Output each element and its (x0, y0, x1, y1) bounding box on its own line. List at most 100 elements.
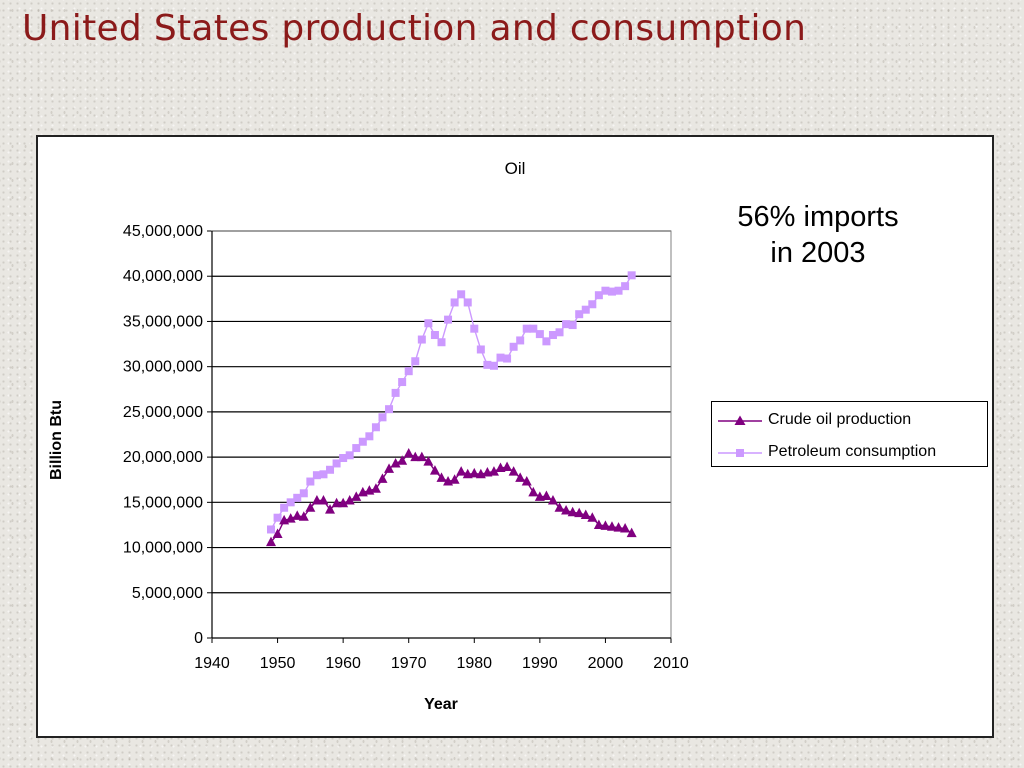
petroleum-consumption-point (496, 353, 505, 362)
petroleum-consumption-point (430, 331, 439, 340)
crude-production-point (423, 456, 434, 466)
crude-production-point (567, 506, 578, 517)
petroleum-consumption-point (627, 271, 636, 280)
crude-production-point (318, 495, 329, 505)
petroleum-consumption-point (614, 286, 623, 295)
crude-production-point (508, 466, 519, 476)
petroleum-consumption-point (404, 367, 413, 376)
x-tick-label: 1960 (325, 655, 361, 672)
x-tick-label: 1950 (260, 655, 296, 672)
crude-production-point (266, 536, 277, 547)
crude-production-point (515, 472, 526, 482)
crude-production-point (574, 507, 585, 518)
petroleum-consumption-point (476, 345, 485, 354)
petroleum-consumption-point (621, 282, 630, 291)
crude-production-point (305, 502, 316, 512)
petroleum-consumption-point (371, 423, 380, 432)
petroleum-consumption-point (463, 298, 472, 307)
crude-production-point (502, 461, 513, 472)
crude-production-point (456, 466, 467, 476)
chart-title: Oil (504, 159, 526, 178)
petroleum-consumption-point (319, 470, 328, 479)
x-tick-label: 1980 (456, 655, 492, 672)
crude-production-point (325, 504, 336, 514)
petroleum-consumption-point (542, 337, 551, 346)
petroleum-consumption-point (339, 454, 348, 463)
crude-production-point (331, 497, 342, 508)
legend-item-petroleum: Petroleum consumption (718, 443, 986, 463)
crude-production-point (292, 510, 303, 520)
crude-production-point (449, 474, 460, 484)
petroleum-consumption-point (345, 451, 354, 460)
y-tick-label: 5,000,000 (132, 585, 203, 602)
crude-production-point (429, 465, 440, 475)
petroleum-consumption-point (444, 315, 453, 324)
legend-label-petroleum: Petroleum consumption (768, 443, 937, 460)
x-tick-label: 2000 (588, 655, 624, 672)
crude-production-point (561, 504, 572, 515)
x-tick-label: 1990 (522, 655, 558, 672)
annotation-line-2: in 2003 (770, 237, 866, 269)
petroleum-consumption-point (516, 336, 525, 345)
legend-item-crude: Crude oil production (718, 411, 986, 431)
crude-production-point (351, 491, 362, 501)
crude-production-point (600, 520, 611, 530)
y-tick-label: 20,000,000 (123, 449, 203, 466)
crude-production-point (593, 519, 604, 529)
petroleum-consumption-point (378, 413, 387, 422)
crude-production-point (528, 486, 539, 497)
y-axis-label: Billion Btu (48, 400, 65, 480)
petroleum-consumption-point (332, 459, 341, 468)
crude-production-point (403, 447, 414, 458)
crude-production-point (390, 457, 401, 468)
petroleum-consumption-point (607, 287, 616, 296)
x-tick-label: 1940 (194, 655, 230, 672)
y-tick-label: 15,000,000 (123, 494, 203, 511)
petroleum-consumption-point (280, 503, 289, 512)
petroleum-consumption-point (522, 324, 531, 333)
petroleum-consumption-point (273, 513, 282, 522)
petroleum-consumption-point (548, 331, 557, 340)
petroleum-consumption-point (489, 361, 498, 370)
crude-production-point (521, 476, 532, 486)
petroleum-consumption-point (286, 498, 295, 507)
crude-production-point (620, 523, 631, 533)
annotation-line-1: 56% imports (737, 201, 899, 233)
crude-production-point (436, 472, 447, 482)
crude-production-point (410, 451, 421, 462)
crude-production-point (377, 473, 388, 483)
petroleum-consumption-point (450, 298, 459, 307)
crude-production-point (606, 521, 617, 531)
petroleum-consumption-point (601, 286, 610, 295)
petroleum-consumption-point (398, 378, 407, 387)
crude-production-point (370, 483, 381, 493)
petroleum-consumption-point (562, 320, 571, 329)
petroleum-consumption-point (391, 388, 400, 397)
petroleum-consumption-point (358, 437, 367, 446)
legend: Crude oil production Petroleum consumpti… (711, 401, 988, 467)
crude-production-point (580, 509, 591, 519)
petroleum-consumption-point (306, 477, 315, 486)
crude-production-point (272, 528, 283, 538)
y-tick-label: 0 (194, 630, 203, 647)
legend-swatch-crude (718, 415, 762, 425)
crude-production-point (338, 497, 349, 508)
x-tick-label: 2010 (653, 655, 689, 672)
y-tick-label: 40,000,000 (123, 268, 203, 285)
crude-production-point (397, 455, 408, 465)
petroleum-consumption-point (267, 525, 276, 534)
x-tick-label: 1970 (391, 655, 427, 672)
petroleum-consumption-point (594, 291, 603, 300)
legend-label-crude: Crude oil production (768, 411, 912, 428)
petroleum-consumption-point (555, 328, 564, 337)
petroleum-consumption-point (568, 321, 577, 330)
crude-production-point (554, 502, 565, 512)
plot-area: 0 5,000,000 10,000,000 15,000,000 20,000,000… (123, 223, 689, 672)
crude-production-point (626, 527, 637, 538)
crude-production-point (547, 495, 558, 505)
petroleum-consumption-point (312, 471, 321, 480)
petroleum-consumption-point (483, 360, 492, 369)
crude-production-point (384, 463, 395, 473)
imports-annotation: 56% imports in 2003 (698, 199, 938, 271)
crude-production-point (416, 451, 427, 462)
